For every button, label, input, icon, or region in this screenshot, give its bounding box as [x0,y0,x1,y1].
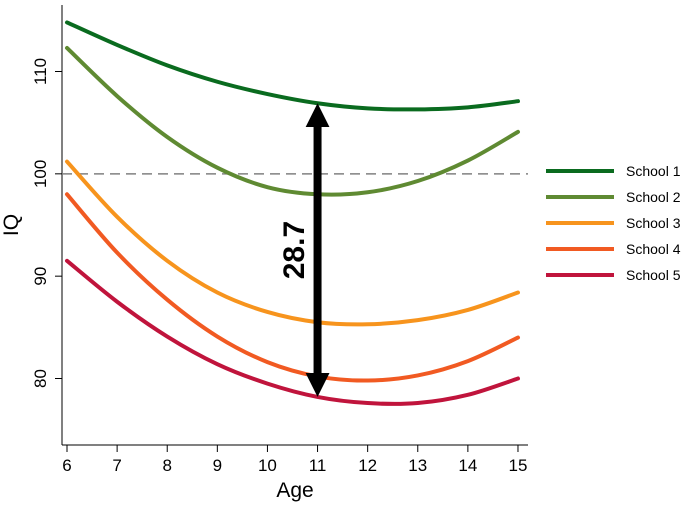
y-tick-label: 100 [31,160,50,188]
x-axis-ticks: 6 7 8 9 10 11 12 13 14 15 [62,445,527,475]
legend-label-school-3: School 3 [626,215,681,231]
plot-area: 80 90 100 110 6 7 8 9 10 11 12 13 14 15 28.7 [31,5,528,475]
y-tick-label: 110 [31,58,50,85]
x-tick-label: 13 [408,456,427,475]
x-tick-label: 8 [162,456,171,475]
y-tick-label: 80 [31,369,50,388]
x-tick-label: 9 [213,456,222,475]
legend: School 1 School 2 School 3 School 4 School 5 [546,163,681,283]
legend-label-school-4: School 4 [626,241,681,257]
x-axis-title: Age [276,479,313,502]
series-lines [65,20,520,406]
y-axis-title: IQ [0,214,23,236]
y-tick-label: 90 [31,267,50,286]
series-line-school-2 [65,45,520,197]
x-tick-label: 10 [258,456,277,475]
y-axis-ticks: 80 90 100 110 [31,58,62,388]
legend-label-school-2: School 2 [626,189,681,205]
legend-label-school-5: School 5 [626,267,681,283]
difference-label: 28.7 [278,221,311,279]
series-line-school-3 [65,159,520,327]
x-tick-label: 11 [309,456,327,475]
x-tick-label: 15 [509,456,528,475]
series-line-school-1 [65,20,520,112]
difference-annotation: 28.7 [278,103,330,397]
legend-label-school-1: School 1 [626,163,681,179]
x-tick-label: 14 [458,456,477,475]
x-tick-label: 6 [62,456,71,475]
series-line-school-5 [65,258,520,406]
x-tick-label: 12 [358,456,377,475]
series-line-school-4 [65,192,520,383]
x-tick-label: 7 [112,456,121,475]
